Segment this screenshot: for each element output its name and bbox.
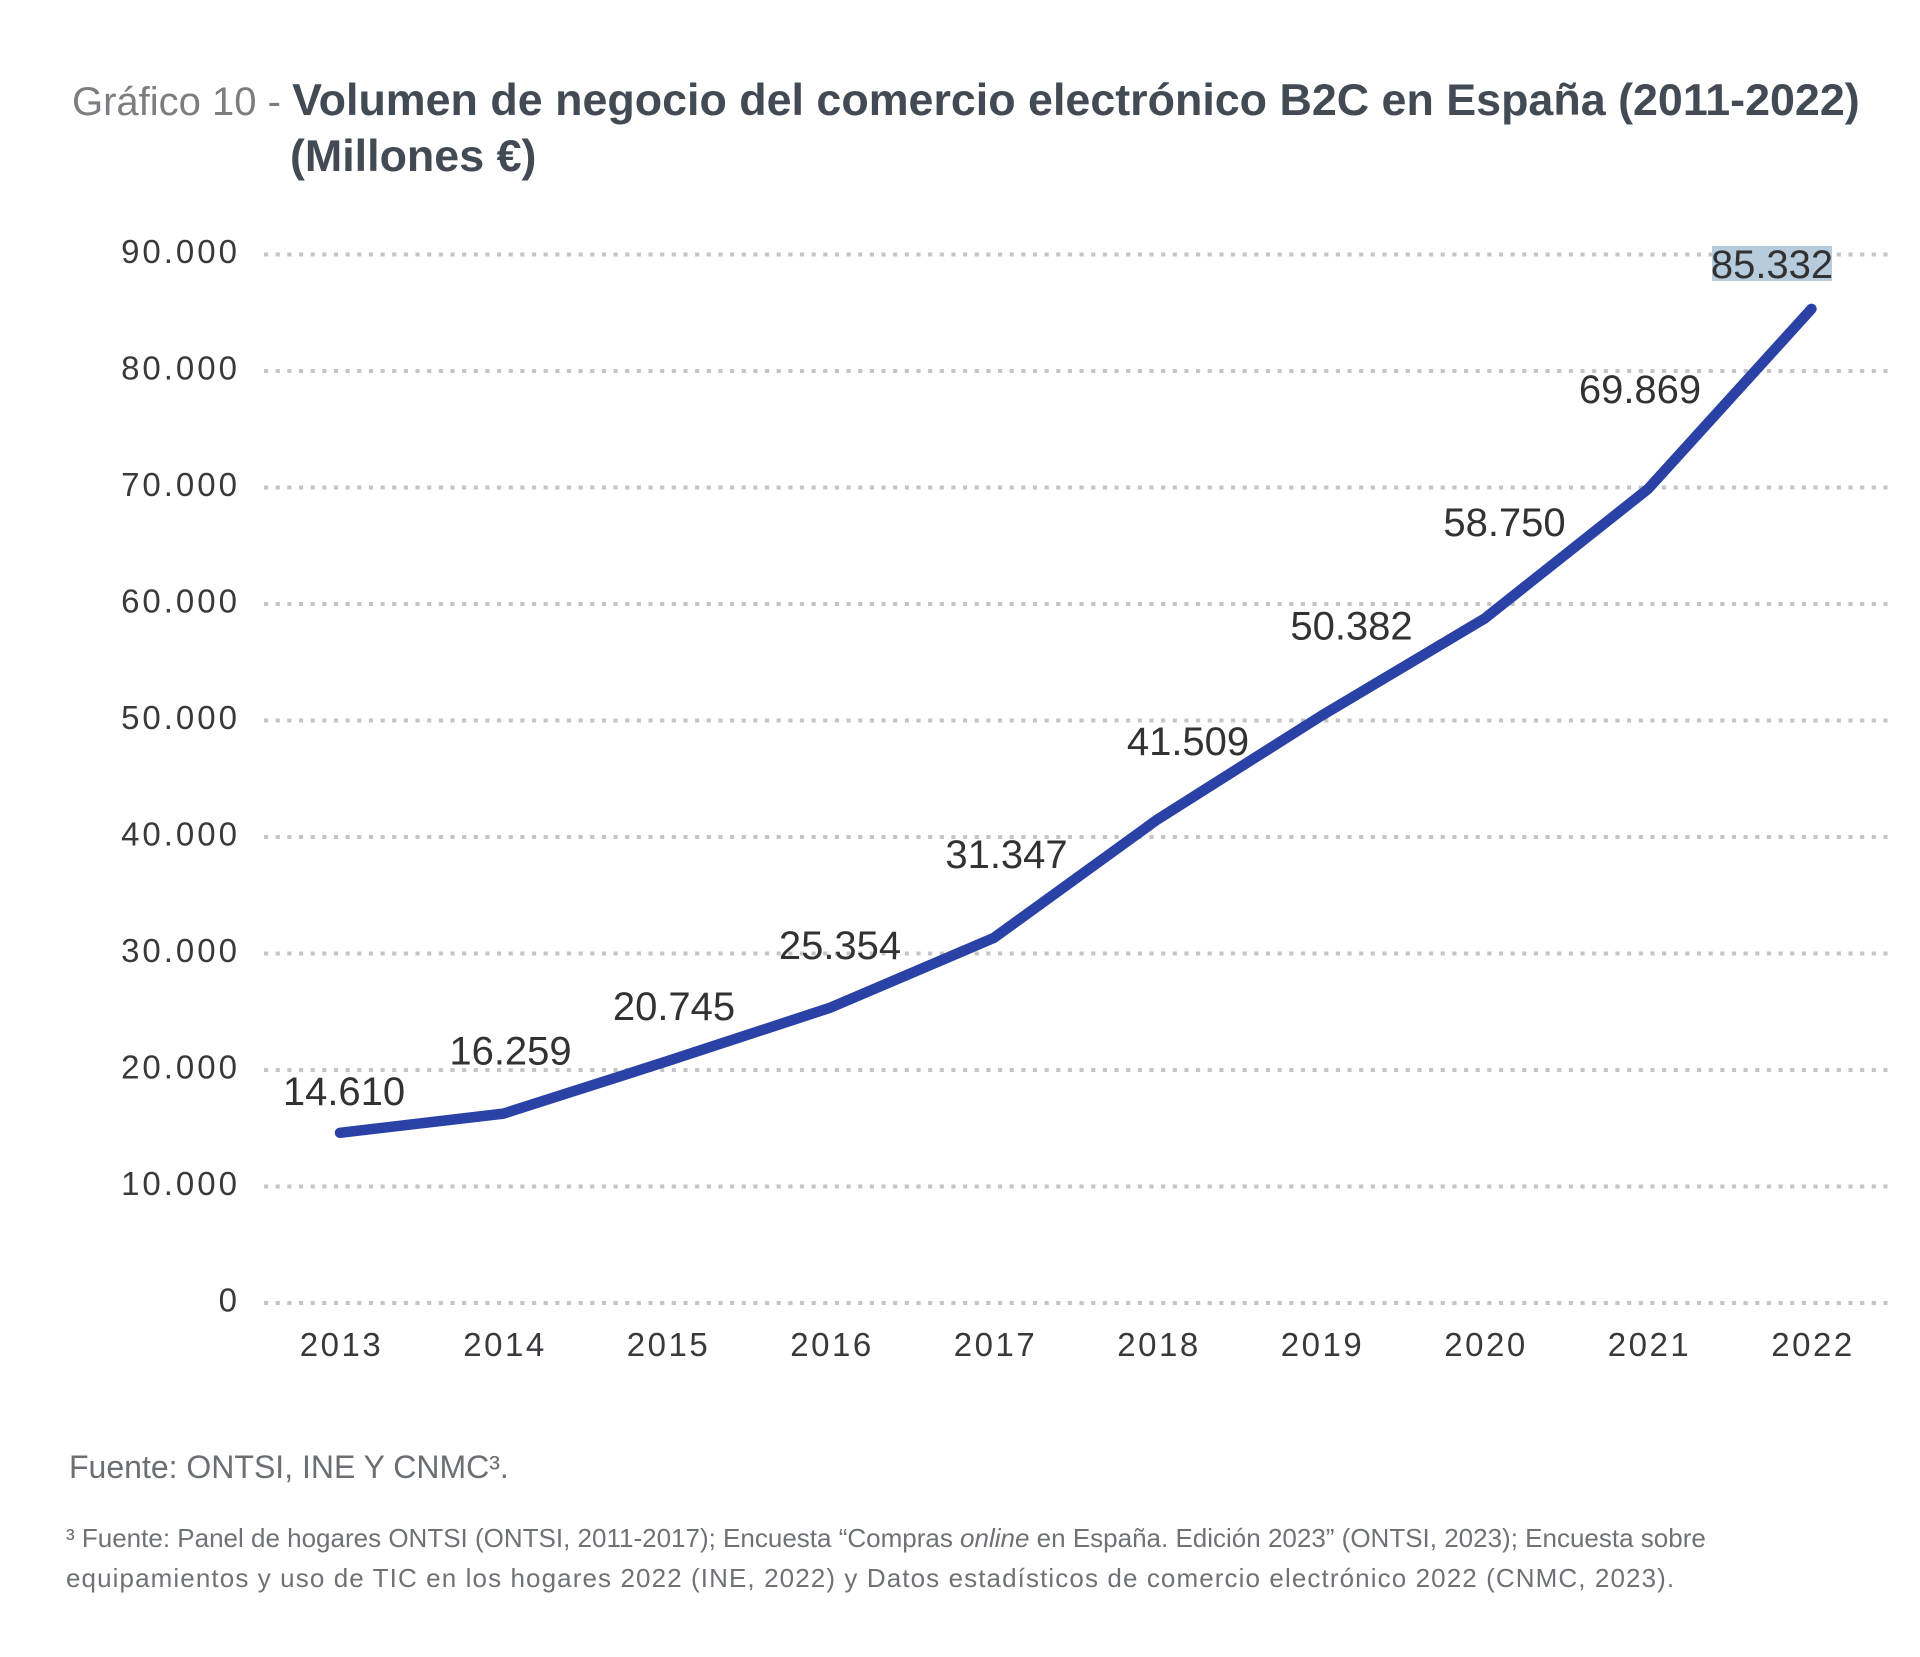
svg-text:50.000: 50.000 xyxy=(121,699,240,736)
svg-text:2017: 2017 xyxy=(954,1326,1037,1363)
svg-text:0: 0 xyxy=(219,1282,240,1319)
svg-text:2021: 2021 xyxy=(1608,1326,1691,1363)
svg-text:2018: 2018 xyxy=(1117,1326,1200,1363)
svg-text:2014: 2014 xyxy=(463,1326,546,1363)
svg-text:50.382: 50.382 xyxy=(1290,604,1412,648)
svg-text:14.610: 14.610 xyxy=(283,1070,405,1114)
svg-text:70.000: 70.000 xyxy=(121,466,240,503)
svg-text:2019: 2019 xyxy=(1281,1326,1364,1363)
svg-text:2016: 2016 xyxy=(790,1326,873,1363)
svg-text:41.509: 41.509 xyxy=(1127,720,1249,764)
svg-text:30.000: 30.000 xyxy=(121,932,240,969)
svg-text:85.332: 85.332 xyxy=(1711,243,1833,287)
svg-text:2022: 2022 xyxy=(1771,1326,1854,1363)
svg-text:2013: 2013 xyxy=(300,1326,383,1363)
svg-text:60.000: 60.000 xyxy=(121,583,240,620)
svg-text:69.869: 69.869 xyxy=(1579,368,1701,412)
svg-text:90.000: 90.000 xyxy=(121,233,240,270)
svg-text:16.259: 16.259 xyxy=(449,1030,571,1074)
svg-text:80.000: 80.000 xyxy=(121,350,240,387)
svg-text:2015: 2015 xyxy=(627,1326,710,1363)
svg-text:20.000: 20.000 xyxy=(121,1049,240,1086)
svg-text:31.347: 31.347 xyxy=(945,833,1067,877)
svg-text:58.750: 58.750 xyxy=(1443,501,1565,545)
svg-text:10.000: 10.000 xyxy=(121,1165,240,1202)
svg-text:2020: 2020 xyxy=(1444,1326,1527,1363)
svg-text:25.354: 25.354 xyxy=(779,924,901,968)
svg-text:20.745: 20.745 xyxy=(613,985,735,1029)
svg-text:40.000: 40.000 xyxy=(121,816,240,853)
